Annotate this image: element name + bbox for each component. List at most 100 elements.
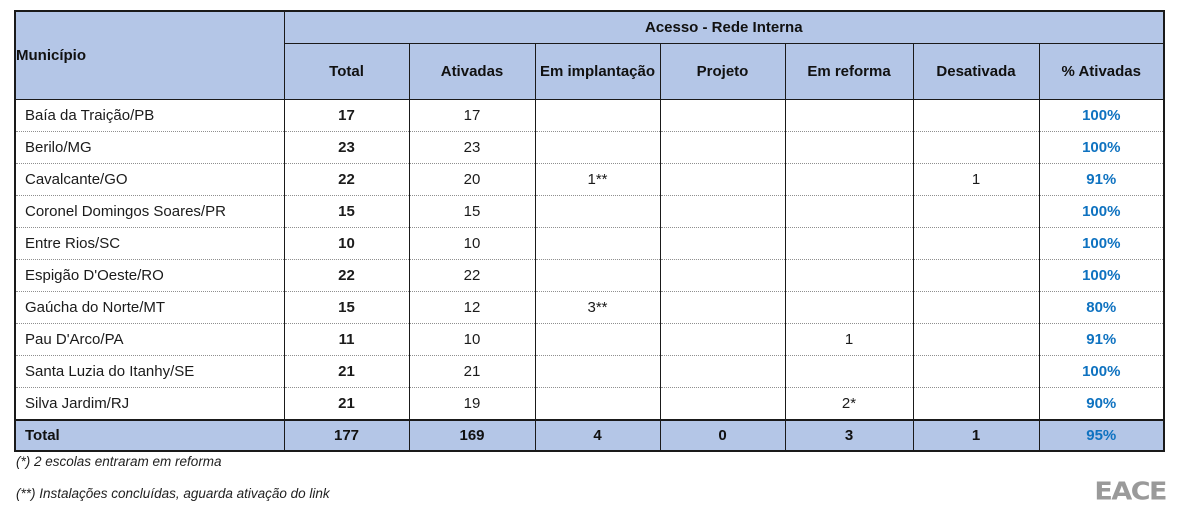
table-row: Coronel Domingos Soares/PR 15 15 100%	[14, 195, 1165, 228]
table-body: Baía da Traição/PB 17 17 100% Berilo/MG 23 23 1…	[14, 99, 1165, 421]
table-row: Espigão D'Oeste/RO 22 22 100%	[14, 259, 1165, 292]
cell-municipio: Espigão D'Oeste/RO	[14, 259, 285, 292]
cell-projeto	[659, 227, 786, 260]
cell-em-implantacao	[534, 195, 661, 228]
cell-total: 177	[283, 419, 410, 452]
table-row: Silva Jardim/RJ 21 19 2* 90%	[14, 387, 1165, 421]
cell-em-implantacao	[534, 99, 661, 132]
municipio-column-header: Município	[14, 10, 285, 100]
cell-projeto	[659, 99, 786, 132]
table-row: Pau D'Arco/PA 11 10 1 91%	[14, 323, 1165, 356]
cell-desativada	[912, 291, 1040, 324]
cell-municipio: Cavalcante/GO	[14, 163, 285, 196]
column-header: Desativada	[912, 43, 1040, 100]
cell-pct-ativadas: 100%	[1038, 99, 1165, 132]
cell-pct-ativadas: 100%	[1038, 259, 1165, 292]
column-header: Em reforma	[784, 43, 914, 100]
cell-desativada	[912, 99, 1040, 132]
cell-ativadas: 20	[408, 163, 536, 196]
table-row: Entre Rios/SC 10 10 100%	[14, 227, 1165, 260]
cell-ativadas: 17	[408, 99, 536, 132]
cell-projeto	[659, 323, 786, 356]
cell-pct-ativadas: 90%	[1038, 387, 1165, 421]
cell-pct-ativadas: 100%	[1038, 355, 1165, 388]
cell-municipio: Coronel Domingos Soares/PR	[14, 195, 285, 228]
cell-ativadas: 22	[408, 259, 536, 292]
cell-desativada	[912, 355, 1040, 388]
cell-em-reforma	[784, 131, 914, 164]
cell-em-reforma	[784, 99, 914, 132]
column-header: % Ativadas	[1038, 43, 1165, 100]
cell-em-implantacao: 1**	[534, 163, 661, 196]
cell-municipio: Pau D'Arco/PA	[14, 323, 285, 356]
cell-municipio: Entre Rios/SC	[14, 227, 285, 260]
cell-desativada: 1	[912, 163, 1040, 196]
cell-em-reforma	[784, 355, 914, 388]
cell-em-implantacao	[534, 323, 661, 356]
column-header: Em implantação	[534, 43, 661, 100]
cell-municipio: Total	[14, 419, 285, 452]
cell-desativada	[912, 227, 1040, 260]
cell-desativada	[912, 131, 1040, 164]
cell-desativada	[912, 195, 1040, 228]
cell-projeto	[659, 195, 786, 228]
cell-projeto	[659, 259, 786, 292]
cell-em-implantacao	[534, 131, 661, 164]
cell-projeto	[659, 355, 786, 388]
cell-projeto	[659, 291, 786, 324]
cell-municipio: Baía da Traição/PB	[14, 99, 285, 132]
cell-em-implantacao	[534, 387, 661, 421]
cell-municipio: Santa Luzia do Itanhy/SE	[14, 355, 285, 388]
cell-em-reforma	[784, 227, 914, 260]
cell-em-implantacao	[534, 355, 661, 388]
cell-ativadas: 15	[408, 195, 536, 228]
cell-projeto	[659, 163, 786, 196]
cell-desativada	[912, 387, 1040, 421]
cell-pct-ativadas: 91%	[1038, 163, 1165, 196]
table-row: Baía da Traição/PB 17 17 100%	[14, 99, 1165, 132]
cell-municipio: Berilo/MG	[14, 131, 285, 164]
cell-pct-ativadas: 100%	[1038, 227, 1165, 260]
footnote-instalacoes: (**) Instalações concluídas, aguarda ati…	[16, 486, 330, 501]
cell-total: 22	[283, 259, 410, 292]
cell-ativadas: 19	[408, 387, 536, 421]
cell-ativadas: 10	[408, 323, 536, 356]
cell-total: 22	[283, 163, 410, 196]
cell-ativadas: 21	[408, 355, 536, 388]
cell-pct-ativadas: 80%	[1038, 291, 1165, 324]
table-row: Santa Luzia do Itanhy/SE 21 21 100%	[14, 355, 1165, 388]
cell-ativadas: 23	[408, 131, 536, 164]
cell-pct-ativadas: 95%	[1038, 419, 1165, 452]
group-header-acesso-rede-interna: Acesso - Rede Interna	[283, 10, 1165, 44]
cell-pct-ativadas: 100%	[1038, 195, 1165, 228]
cell-total: 15	[283, 195, 410, 228]
cell-ativadas: 12	[408, 291, 536, 324]
column-header-row: Total Ativadas Em implantação Projeto Em ref…	[15, 43, 1165, 100]
cell-total: 21	[283, 355, 410, 388]
total-row: Total 177 169 4 0 3 1 95%	[14, 419, 1165, 452]
cell-em-reforma	[784, 291, 914, 324]
table-row: Cavalcante/GO 22 20 1** 1 91%	[14, 163, 1165, 196]
cell-pct-ativadas: 100%	[1038, 131, 1165, 164]
cell-total: 10	[283, 227, 410, 260]
cell-municipio: Gaúcha do Norte/MT	[14, 291, 285, 324]
table-header: Município Acesso - Rede Interna Total Ati…	[14, 10, 1165, 100]
cell-em-implantacao	[534, 259, 661, 292]
cell-projeto: 0	[659, 419, 786, 452]
cell-municipio: Silva Jardim/RJ	[14, 387, 285, 421]
cell-projeto	[659, 131, 786, 164]
cell-em-reforma	[784, 163, 914, 196]
rede-interna-table: Município Acesso - Rede Interna Total Ati…	[14, 10, 1166, 452]
cell-total: 23	[283, 131, 410, 164]
group-header-row: Município Acesso - Rede Interna	[14, 10, 1165, 100]
cell-ativadas: 10	[408, 227, 536, 260]
cell-em-reforma	[784, 195, 914, 228]
cell-desativada	[912, 259, 1040, 292]
cell-total: 21	[283, 387, 410, 421]
table-row: Gaúcha do Norte/MT 15 12 3** 80%	[14, 291, 1165, 324]
column-header: Ativadas	[408, 43, 536, 100]
cell-em-implantacao: 4	[534, 419, 661, 452]
cell-pct-ativadas: 91%	[1038, 323, 1165, 356]
footnote-reforma: (*) 2 escolas entraram em reforma	[16, 454, 222, 469]
cell-em-reforma: 1	[784, 323, 914, 356]
